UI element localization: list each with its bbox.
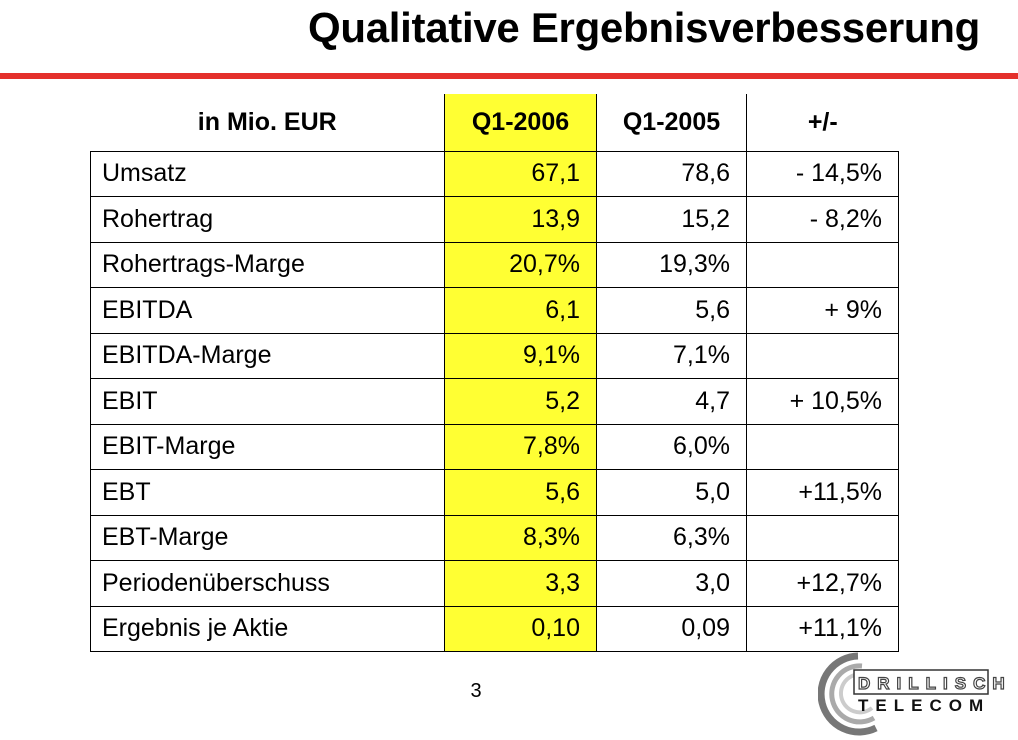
cell-q1-2006: 7,8% [444, 423, 597, 470]
row-label: Rohertrags-Marge [90, 241, 445, 288]
row-label: Ergebnis je Aktie [90, 605, 445, 652]
cell-change [746, 241, 899, 288]
table-row: Rohertrag 13,9 15,2- 8,2% [90, 196, 899, 243]
table-row: Rohertrags-Marge 20,7% 19,3% [90, 241, 899, 288]
row-label: Umsatz [90, 150, 445, 197]
header-q1-2006: Q1-2006 [444, 94, 597, 151]
cell-q1-2006: 9,1% [444, 332, 597, 379]
logo-word-drillisch: DRILLISCH [857, 673, 1012, 693]
row-label: EBITDA-Marge [90, 332, 445, 379]
cell-change: + 9% [746, 287, 899, 334]
cell-q1-2005: 19,3% [596, 241, 747, 288]
cell-q1-2005: 3,0 [596, 560, 747, 607]
cell-change: +11,5% [746, 469, 899, 516]
page-title: Qualitative Ergebnisverbesserung [308, 4, 980, 51]
cell-change [746, 332, 899, 379]
cell-q1-2006: 6,1 [444, 287, 597, 334]
table-row: EBIT 5,2 4,7 + 10,5% [90, 378, 899, 425]
cell-q1-2006: 20,7% [444, 241, 597, 288]
table-row: EBITDA-Marge 9,1% 7,1% [90, 332, 899, 379]
row-label: Rohertrag [90, 196, 445, 243]
cell-q1-2005: 6,3% [596, 514, 747, 561]
table-row: EBIT-Marge 7,8% 6,0% [90, 423, 899, 470]
header-q1-2005: Q1-2005 [596, 94, 747, 151]
cell-change [746, 514, 899, 561]
row-label: EBT-Marge [90, 514, 445, 561]
logo-word-telecom: TELECOM [858, 696, 991, 715]
cell-change: +11,1% [746, 605, 899, 652]
table-row: EBITDA 6,1 5,6 + 9% [90, 287, 899, 334]
cell-q1-2005: 7,1% [596, 332, 747, 379]
drillisch-telecom-logo: DRILLISCH TELECOM [818, 644, 1005, 740]
table-row: EBT-Marge 8,3% 6,3% [90, 514, 899, 561]
cell-q1-2006: 67,1 [444, 150, 597, 197]
table-row: Periodenüberschuss 3,3 3,0 +12,7% [90, 560, 899, 607]
cell-q1-2005: 15,2 [596, 196, 747, 243]
cell-change: - 14,5% [746, 150, 899, 197]
row-label: EBITDA [90, 287, 445, 334]
table-row: Ergebnis je Aktie 0,10 0,09 +11,1% [90, 605, 899, 652]
row-label: EBIT-Marge [90, 423, 445, 470]
results-table: in Mio. EUR Q1-2006 Q1-2005 +/- Umsatz 67… [90, 94, 899, 652]
page-number: 3 [470, 680, 482, 702]
cell-q1-2006: 5,6 [444, 469, 597, 516]
table-row: Umsatz 67,1 78,6- 14,5% [90, 150, 899, 197]
cell-q1-2005: 6,0% [596, 423, 747, 470]
header-unit: in Mio. EUR [90, 94, 445, 151]
table-row: EBT 5,6 5,0 +11,5% [90, 469, 899, 516]
cell-change [746, 423, 899, 470]
cell-q1-2005: 0,09 [596, 605, 747, 652]
row-label: EBIT [90, 378, 445, 425]
logo-swirl-icon [818, 652, 989, 736]
table-header-row: in Mio. EUR Q1-2006 Q1-2005 +/- [90, 94, 899, 151]
header-change: +/- [746, 94, 899, 151]
cell-change: + 10,5% [746, 378, 899, 425]
cell-q1-2006: 8,3% [444, 514, 597, 561]
cell-q1-2006: 13,9 [444, 196, 597, 243]
cell-q1-2005: 5,6 [596, 287, 747, 334]
table-body: Umsatz 67,1 78,6- 14,5% Rohertrag 13,9 15,2- … [90, 150, 899, 652]
cell-q1-2006: 3,3 [444, 560, 597, 607]
cell-q1-2006: 0,10 [444, 605, 597, 652]
title-divider [0, 73, 1018, 79]
cell-change: - 8,2% [746, 196, 899, 243]
row-label: EBT [90, 469, 445, 516]
cell-q1-2005: 5,0 [596, 469, 747, 516]
cell-q1-2005: 4,7 [596, 378, 747, 425]
cell-q1-2005: 78,6 [596, 150, 747, 197]
row-label: Periodenüberschuss [90, 560, 445, 607]
cell-q1-2006: 5,2 [444, 378, 597, 425]
cell-change: +12,7% [746, 560, 899, 607]
